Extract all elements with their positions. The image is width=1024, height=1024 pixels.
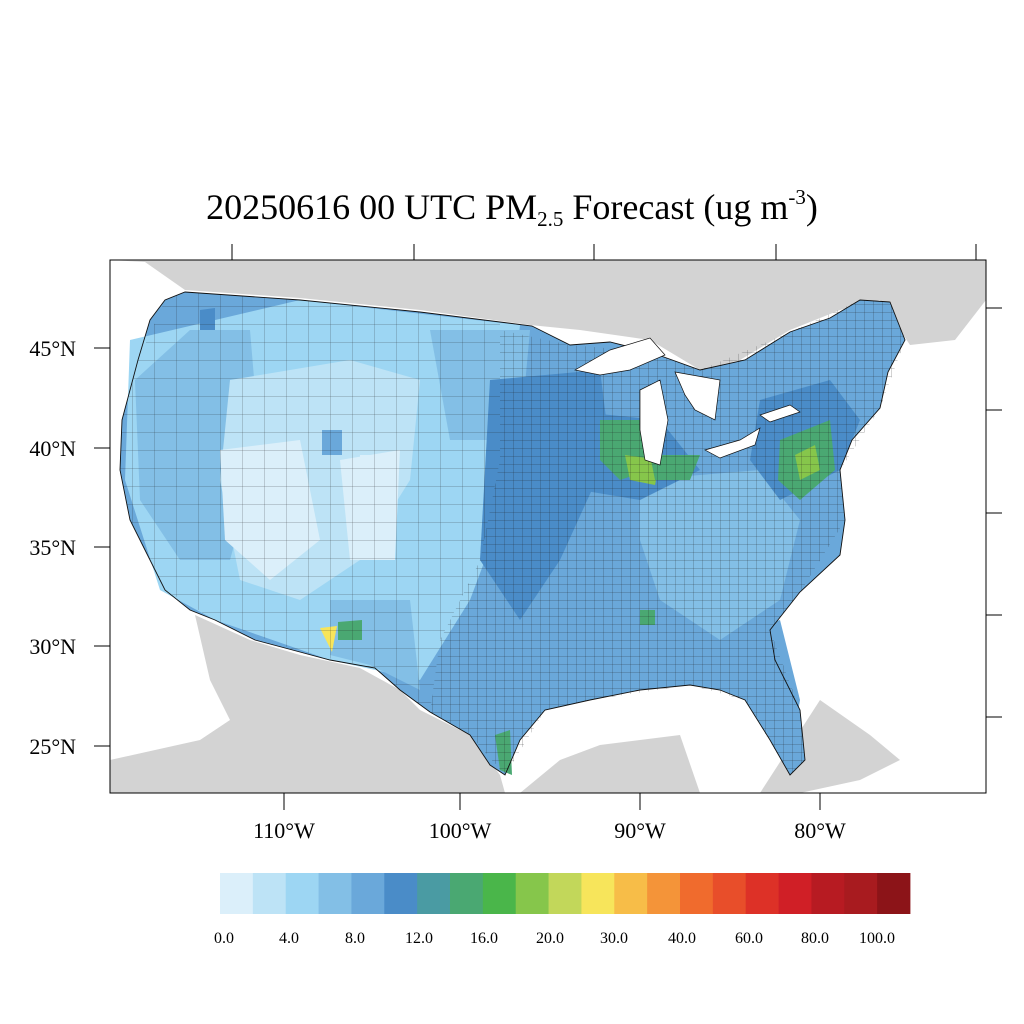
longitude-labels: 110°W 100°W 90°W 80°W bbox=[253, 818, 846, 843]
axis-ticks bbox=[94, 244, 1002, 810]
lon-label-90w: 90°W bbox=[614, 818, 666, 843]
colorbar-swatch bbox=[252, 873, 287, 914]
title-subscript: 2.5 bbox=[537, 207, 564, 231]
colorbar-swatch bbox=[581, 873, 615, 914]
colorbar-swatch bbox=[647, 873, 681, 914]
lon-label-80w: 80°W bbox=[794, 818, 846, 843]
colorbar-swatch bbox=[844, 873, 878, 914]
colorbar-tick-label: 20.0 bbox=[536, 930, 564, 947]
conus-outline bbox=[119, 291, 906, 776]
colorbar-swatch bbox=[811, 873, 845, 914]
colorbar-swatch bbox=[417, 873, 451, 914]
colorbar-swatch bbox=[548, 873, 582, 914]
colorbar-swatch bbox=[450, 873, 484, 914]
lat-label-25: 25°N bbox=[29, 734, 76, 759]
county-lines-west bbox=[120, 292, 500, 712]
colorbar-swatch bbox=[351, 873, 385, 914]
title-rest: Forecast (ug m bbox=[563, 187, 789, 227]
colorbar-swatch bbox=[482, 873, 517, 914]
county-lines-east bbox=[430, 300, 905, 775]
colorbar-swatch bbox=[745, 873, 779, 914]
colorbar-tick-label: 16.0 bbox=[470, 930, 498, 947]
map-title: 20250616 00 UTC PM2.5 Forecast (ug m-3) bbox=[0, 182, 1024, 232]
lon-label-100w: 100°W bbox=[429, 818, 492, 843]
colorbar-swatch bbox=[712, 873, 747, 914]
colorbar-swatch bbox=[384, 873, 418, 914]
lat-label-40: 40°N bbox=[29, 436, 76, 461]
map-panel bbox=[110, 260, 986, 793]
colorbar-tick-label: 60.0 bbox=[735, 930, 763, 947]
colorbar-swatch bbox=[877, 873, 911, 914]
colorbar-labels: 0.0 4.0 8.0 12.0 16.0 20.0 30.0 40.0 60.0 80.0 100… bbox=[214, 930, 895, 947]
title-close: ) bbox=[805, 187, 818, 227]
title-superscript: -3 bbox=[788, 185, 806, 209]
colorbar-tick-label: 0.0 bbox=[214, 930, 234, 947]
colorbar-swatch bbox=[515, 873, 549, 914]
great-lakes bbox=[574, 337, 801, 466]
colorbar-swatch bbox=[318, 873, 352, 914]
colorbar-tick-label: 40.0 bbox=[668, 930, 696, 947]
colorbar-tick-label: 80.0 bbox=[801, 930, 829, 947]
colorbar-swatch bbox=[285, 873, 319, 914]
colorbar-tick-label: 30.0 bbox=[600, 930, 628, 947]
colorbar-tick-label: 100.0 bbox=[859, 930, 895, 947]
colorbar bbox=[220, 873, 911, 914]
colorbar-swatch bbox=[220, 873, 254, 914]
colorbar-tick-label: 4.0 bbox=[279, 930, 299, 947]
latitude-labels: 45°N 40°N 35°N 30°N 25°N bbox=[29, 336, 76, 759]
colorbar-swatch bbox=[778, 873, 812, 914]
colorbar-swatch bbox=[680, 873, 714, 914]
lon-label-110w: 110°W bbox=[253, 818, 315, 843]
lat-label-30: 30°N bbox=[29, 634, 76, 659]
lat-label-45: 45°N bbox=[29, 336, 76, 361]
lat-label-35: 35°N bbox=[29, 535, 76, 560]
map-frame bbox=[109, 259, 987, 794]
colorbar-tick-label: 8.0 bbox=[345, 930, 365, 947]
colorbar-tick-label: 12.0 bbox=[405, 930, 433, 947]
colorbar-swatch bbox=[614, 873, 648, 914]
title-main: 20250616 00 UTC PM bbox=[206, 187, 538, 227]
